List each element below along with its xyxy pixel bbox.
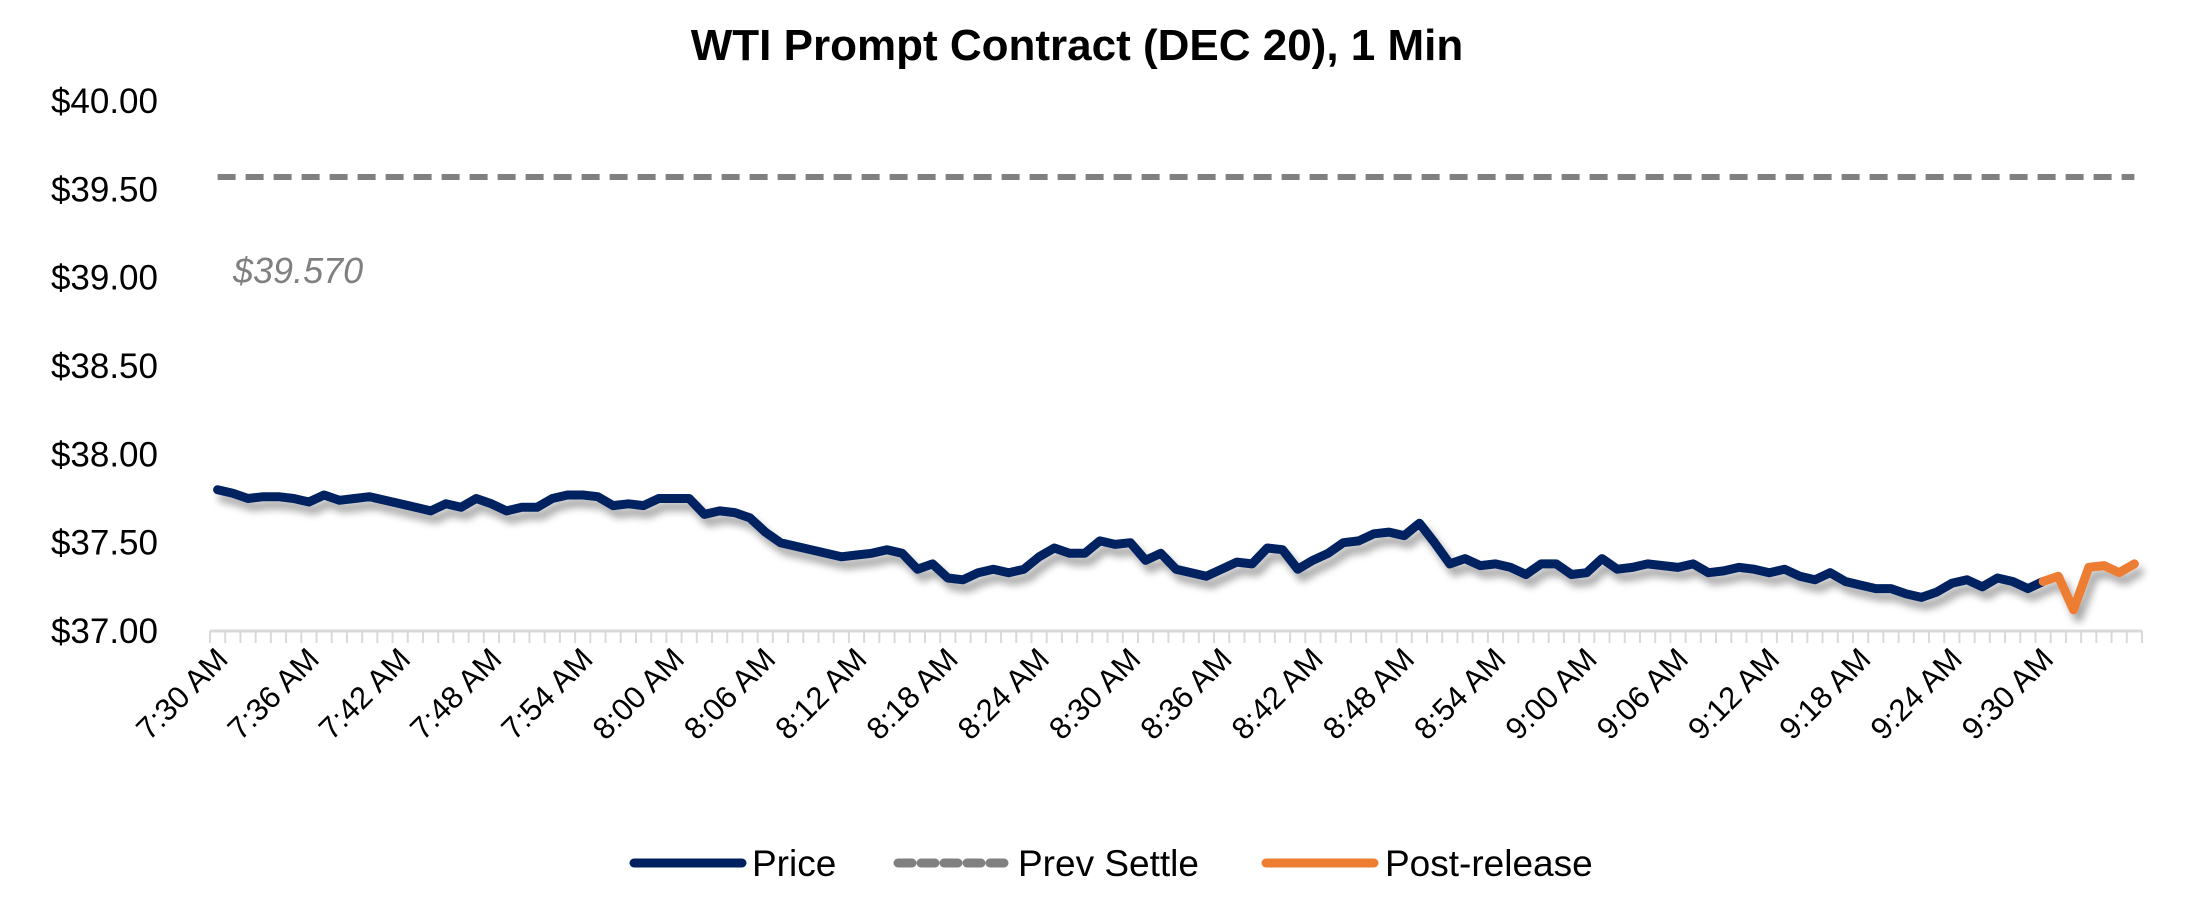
y-tick-label: $37.00 (51, 612, 158, 651)
legend: Price Prev Settle Post-release (629, 843, 1593, 884)
x-tick-label: 8:30 AM (1042, 641, 1147, 746)
price-line (213, 485, 2048, 602)
x-tick-label: 8:42 AM (1225, 641, 1330, 746)
legend-item-prev-settle[interactable]: Prev Settle (893, 843, 1199, 884)
legend-item-price[interactable]: Price (629, 843, 836, 884)
x-tick-label: 9:30 AM (1955, 641, 2060, 746)
x-tick-label: 7:48 AM (403, 641, 508, 746)
y-tick-label: $37.50 (51, 524, 158, 563)
legend-label-price: Price (752, 843, 836, 884)
y-tick-label: $39.50 (51, 170, 158, 209)
legend-label-prev-settle: Prev Settle (1018, 843, 1199, 884)
x-tick-label: 8:48 AM (1316, 641, 1421, 746)
x-tick-label: 8:54 AM (1407, 641, 1512, 746)
x-axis-tick-labels: 7:30 AM7:36 AM7:42 AM7:48 AM7:54 AM8:00 … (129, 641, 2060, 746)
x-tick-label: 8:36 AM (1133, 641, 1238, 746)
x-tick-label: 9:12 AM (1681, 641, 1786, 746)
x-tick-label: 9:24 AM (1864, 641, 1969, 746)
series-lines (213, 485, 2139, 615)
legend-label-post-release: Post-release (1385, 843, 1593, 884)
x-tick-label: 7:36 AM (221, 641, 326, 746)
x-tick-label: 9:06 AM (1590, 641, 1695, 746)
post-release-line (2038, 559, 2139, 615)
chart-title: WTI Prompt Contract (DEC 20), 1 Min (691, 21, 1463, 70)
y-axis-ticks: $37.00 $37.50 $38.00 $38.50 $39.00 $39.50 $40.… (51, 82, 158, 651)
x-axis (209, 629, 2143, 643)
y-tick-label: $38.50 (51, 347, 158, 386)
x-tick-label: 8:12 AM (768, 641, 873, 746)
y-tick-label: $39.00 (51, 259, 158, 298)
x-tick-label: 8:06 AM (677, 641, 782, 746)
y-tick-label: $38.00 (51, 435, 158, 474)
legend-item-post-release[interactable]: Post-release (1261, 843, 1593, 884)
x-tick-label: 8:00 AM (586, 641, 691, 746)
x-tick-label: 8:24 AM (951, 641, 1056, 746)
x-tick-label: 7:42 AM (312, 641, 417, 746)
prev-settle-annotation: $39.570 (232, 250, 363, 291)
x-tick-label: 9:18 AM (1772, 641, 1877, 746)
x-tick-label: 7:30 AM (129, 641, 234, 746)
x-tick-label: 9:00 AM (1499, 641, 1604, 746)
y-tick-label: $40.00 (51, 82, 158, 121)
x-tick-label: 8:18 AM (860, 641, 965, 746)
x-tick-label: 7:54 AM (494, 641, 599, 746)
